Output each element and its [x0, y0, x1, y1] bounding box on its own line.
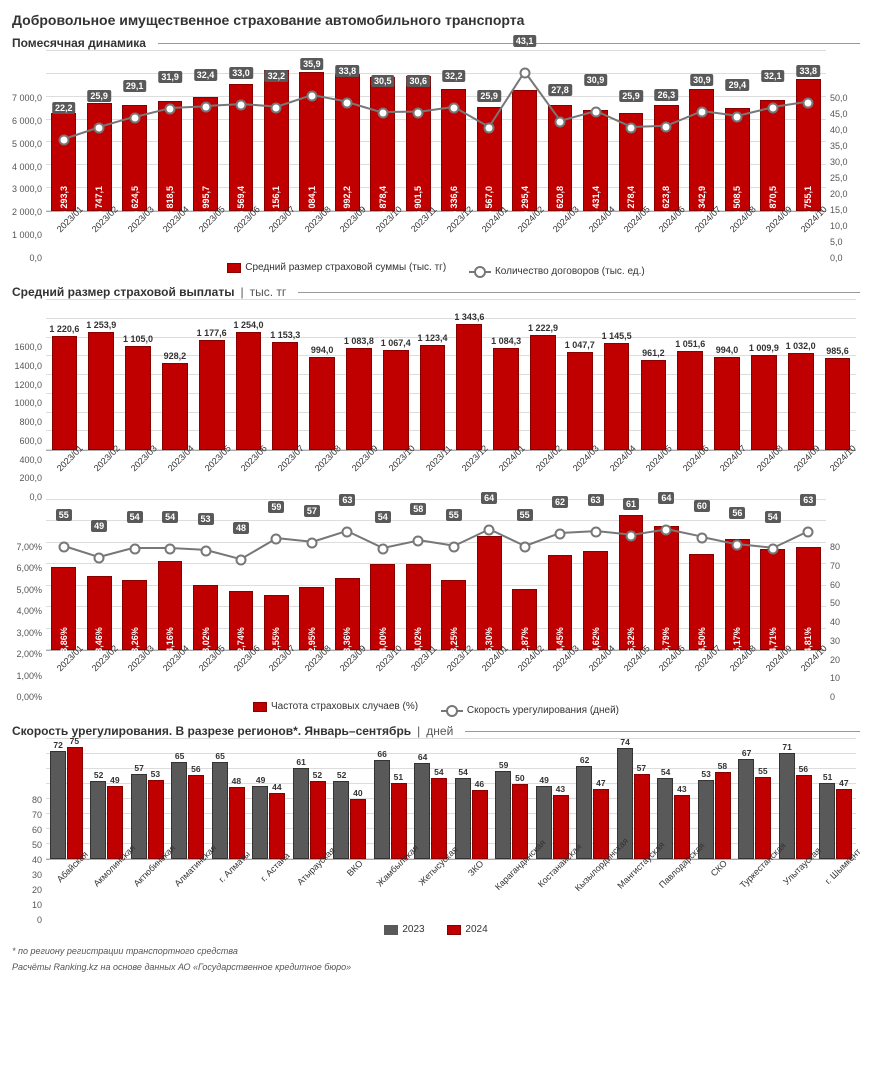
footnote-region: * по региону регистрации транспортного с…: [12, 946, 860, 956]
chart2-title-text: Средний размер страховой выплаты: [12, 285, 234, 299]
legend-bar3: Частота страховых случаев (%): [271, 701, 418, 712]
chart3-legend: Частота страховых случаев (%) Скорость у…: [12, 701, 860, 716]
legend-line3: Скорость урегулирования (дней): [467, 705, 619, 716]
chart2: 0,0200,0400,0600,0800,01000,01200,01400,…: [12, 301, 860, 497]
chart4-unit: дней: [426, 724, 453, 738]
page-title: Добровольное имущественное страхование а…: [12, 12, 860, 28]
footnote-source: Расчёты Ranking.kz на основе данных АО «…: [12, 962, 860, 972]
chart1: 0,01 000,02 000,03 000,04 000,05 000,06 …: [12, 52, 860, 258]
chart1-legend: Средний размер страховой суммы (тыс. тг)…: [12, 262, 860, 277]
chart2-title: Средний размер страховой выплаты | тыс. …: [12, 285, 860, 299]
legend-bar1: Средний размер страховой суммы (тыс. тг): [245, 262, 446, 273]
chart4: 01020304050607080 7275524957536556654849…: [12, 740, 860, 920]
legend-2024: 2024: [465, 924, 487, 935]
chart2-unit: тыс. тг: [250, 285, 287, 299]
chart4-legend: 2023 2024: [12, 924, 860, 938]
chart1-title-text: Помесячная динамика: [12, 36, 146, 50]
legend-line1: Количество договоров (тыс. ед.): [495, 266, 645, 277]
chart4-title: Скорость урегулирования. В разрезе регио…: [12, 724, 860, 738]
chart3: 0,00%1,00%2,00%3,00%4,00%5,00%6,00%7,00%…: [12, 501, 860, 697]
legend-2023: 2023: [402, 924, 424, 935]
chart1-title: Помесячная динамика: [12, 36, 860, 50]
